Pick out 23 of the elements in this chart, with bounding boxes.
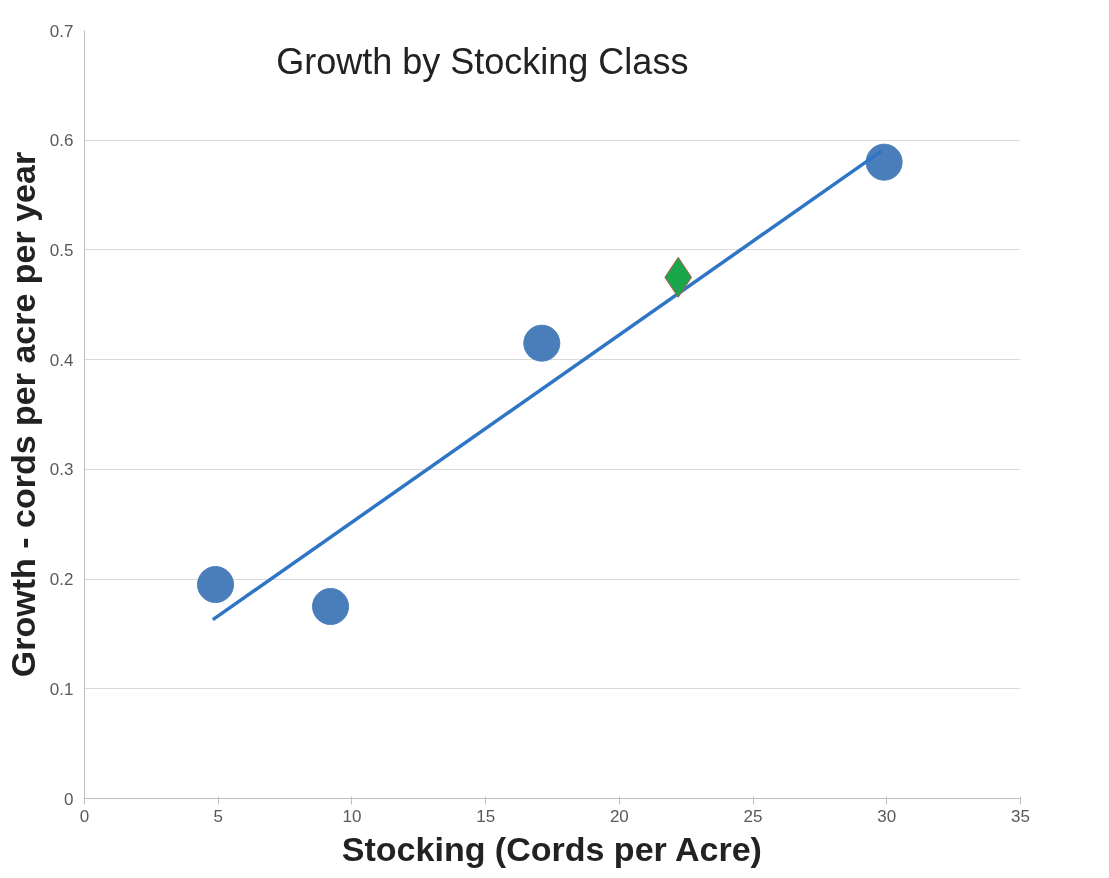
point	[312, 588, 350, 625]
y-tick-label: 0.3	[49, 460, 74, 480]
x-axis-title: Stocking (Cords per Acre)	[341, 829, 762, 868]
y-tick-label: 0.2	[49, 570, 74, 590]
x-tick-label: 30	[877, 806, 897, 826]
y-tick-label: 0.6	[49, 131, 74, 151]
x-tick-label: 15	[476, 806, 496, 826]
x-tick-label: 20	[609, 806, 629, 826]
x-tick-label: 35	[1011, 806, 1030, 826]
y-tick-label: 0.7	[49, 21, 74, 41]
point	[197, 566, 235, 604]
x-tick-label: 10	[342, 806, 362, 826]
x-tick-label: 5	[213, 806, 223, 826]
x-tick-label: 0	[79, 806, 90, 826]
x-tick-label: 25	[743, 806, 763, 826]
y-tick-label: 0	[64, 789, 74, 809]
point	[523, 324, 561, 362]
point	[865, 143, 903, 181]
chart-title: Growth by Stocking Class	[276, 40, 689, 82]
y-tick-label: 0.5	[49, 240, 74, 260]
y-axis-title: Growth - cords per acre per year	[3, 151, 42, 678]
y-tick-label: 0.4	[49, 350, 74, 370]
y-tick-label: 0.1	[49, 679, 74, 699]
